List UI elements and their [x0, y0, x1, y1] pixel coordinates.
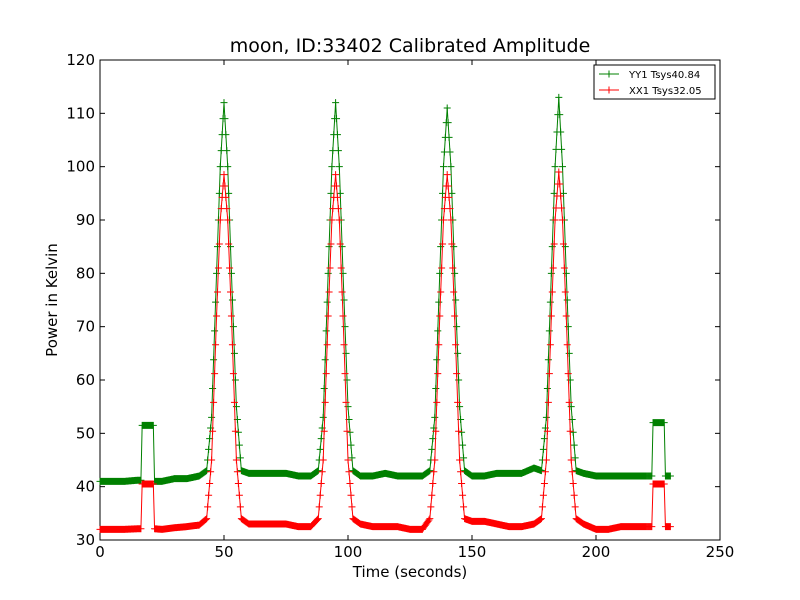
legend-label: XX1 Tsys32.05	[629, 86, 702, 97]
x-tick-label: 200	[582, 543, 611, 561]
y-tick-label: 60	[76, 371, 95, 389]
x-axis: 0 50 100 150 200 250	[95, 60, 734, 561]
y-axis-label: Power in Kelvin	[43, 243, 61, 357]
y-tick-label: 30	[76, 531, 95, 549]
x-tick-label: 150	[458, 543, 487, 561]
series-layer	[96, 93, 674, 533]
series-markers	[96, 168, 674, 533]
legend-marker	[605, 70, 613, 78]
y-tick-label: 70	[76, 318, 95, 336]
y-axis: 30 40 50 60 70 80 90 100 110 120	[66, 51, 720, 549]
y-tick-label: 40	[76, 478, 95, 496]
series-markers	[96, 93, 674, 485]
y-tick-label: 90	[76, 211, 95, 229]
plot-area	[99, 59, 721, 541]
x-axis-label: Time (seconds)	[352, 563, 468, 581]
x-tick-label: 250	[706, 543, 735, 561]
y-tick-label: 80	[76, 264, 95, 282]
chart-title: moon, ID:33402 Calibrated Amplitude	[230, 35, 591, 57]
x-tick-label: 50	[214, 543, 233, 561]
x-tick-label: 100	[334, 543, 363, 561]
y-tick-label: 50	[76, 424, 95, 442]
x-tick-label: 0	[95, 543, 105, 561]
y-tick-label: 120	[66, 51, 95, 69]
y-tick-label: 110	[66, 104, 95, 122]
legend: YY1 Tsys40.84 XX1 Tsys32.05	[593, 64, 716, 100]
legend-marker	[605, 86, 613, 94]
legend-label: YY1 Tsys40.84	[628, 70, 700, 81]
series-2	[96, 168, 674, 533]
series-1	[96, 93, 674, 485]
y-tick-label: 100	[66, 158, 95, 176]
legend-box	[593, 64, 716, 100]
